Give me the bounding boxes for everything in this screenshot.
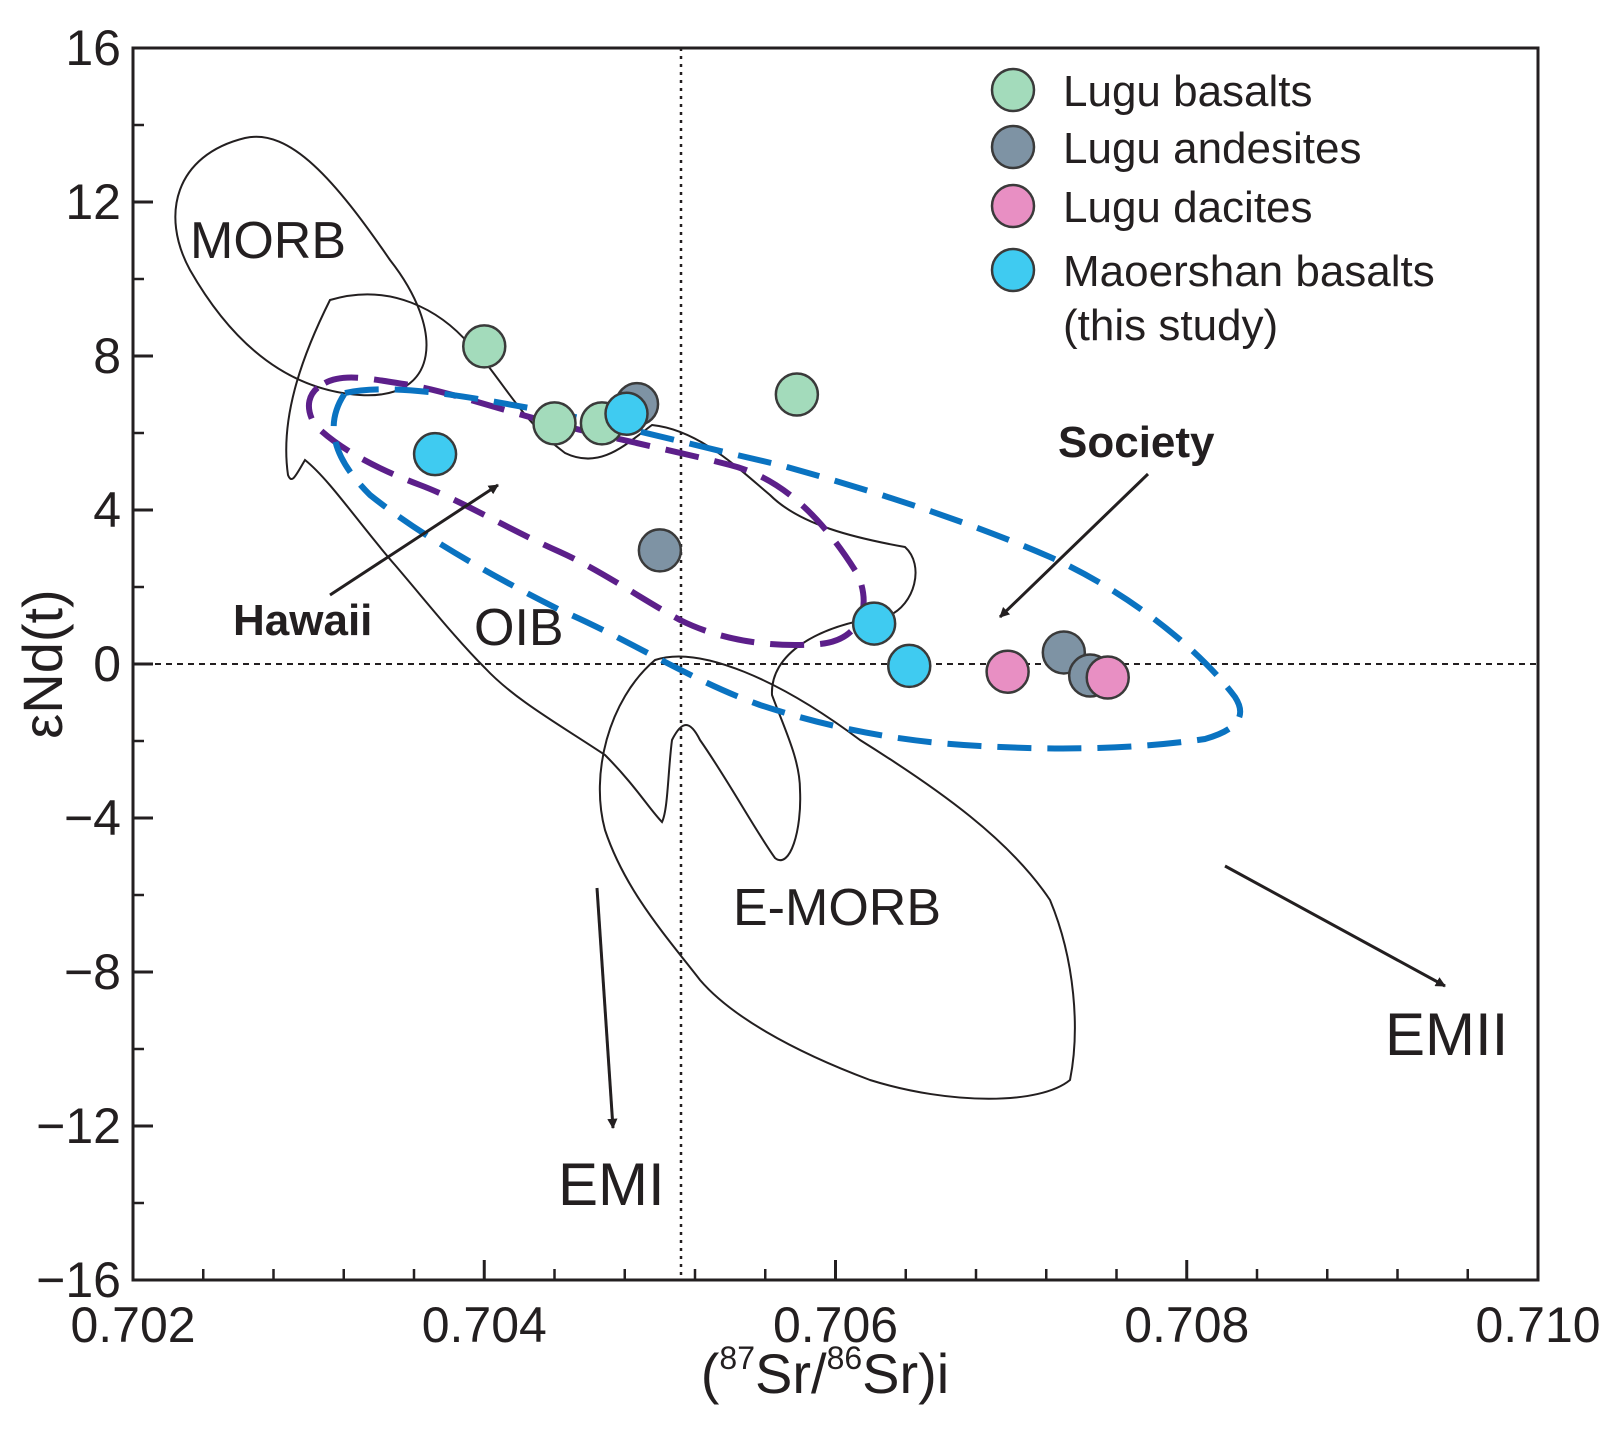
emi-arrow [595, 887, 618, 1130]
y-tick-label: 4 [93, 482, 121, 538]
legend-marker-lugu-andesites [990, 124, 1036, 170]
emi-label: EMI [558, 1151, 665, 1218]
hawaii-arrow [329, 483, 499, 597]
y-tick-label: −4 [64, 790, 121, 846]
y-tick-label: −16 [36, 1252, 121, 1308]
legend-label-lugu-basalts: Lugu basalts [1063, 67, 1313, 116]
x-tick-label: 0.710 [1475, 1297, 1600, 1353]
society-arrow [998, 472, 1150, 619]
point-maoershan-basalts [604, 391, 649, 436]
y-tick-label: 8 [93, 328, 121, 384]
legend-label-lugu-andesites: Lugu andesites [1063, 124, 1361, 173]
legend: Lugu basalts Lugu andesites Lugu dacites… [990, 67, 1435, 350]
oib-label: OIB [474, 599, 564, 657]
point-lugu-dacites [1085, 655, 1130, 700]
x-axis-title: (87Sr/86Sr)i [701, 1340, 950, 1405]
x-tick-label: 0.706 [773, 1297, 898, 1353]
point-lugu-basalts [532, 401, 577, 446]
point-maoershan-basalts [887, 643, 932, 689]
data-points [412, 324, 1130, 700]
legend-marker-lugu-basalts [990, 67, 1036, 113]
y-axis-title: εNd(t) [11, 589, 74, 738]
x-tick-label: 0.702 [70, 1297, 195, 1353]
emorb-field-outline [598, 655, 1076, 1100]
hawaii-field-outline [305, 374, 867, 648]
legend-label-this-study: (this study) [1063, 301, 1278, 350]
morb-field-outline [174, 135, 428, 397]
point-maoershan-basalts [412, 431, 458, 477]
point-lugu-basalts [774, 372, 820, 417]
legend-marker-maoershan-basalts [990, 247, 1036, 293]
morb-label: MORB [190, 212, 346, 270]
legend-marker-lugu-dacites [990, 183, 1036, 229]
y-tick-label: −12 [36, 1098, 121, 1154]
y-tick-label: 0 [93, 636, 121, 692]
y-tick-label: −8 [64, 944, 121, 1000]
point-lugu-basalts [462, 324, 507, 369]
point-maoershan-basalts [851, 601, 897, 646]
emii-arrow [1224, 864, 1446, 988]
point-lugu-andesites [637, 528, 683, 573]
legend-label-maoershan-basalts: Maoershan basalts [1063, 247, 1435, 296]
y-tick-label: 12 [65, 174, 121, 230]
oib-field-outline [285, 293, 917, 862]
y-tick-label: 16 [65, 20, 121, 76]
emorb-label: E-MORB [733, 879, 941, 937]
x-tick-label: 0.708 [1124, 1297, 1249, 1353]
legend-label-lugu-dacites: Lugu dacites [1063, 183, 1313, 232]
society-field-outline [330, 386, 1244, 752]
axis-ticks: 0.702 0.704 0.706 0.708 0.710 16 12 8 4 0 −4 −8 −12 −… [36, 20, 1600, 1353]
society-label: Society [1058, 418, 1215, 467]
emii-label: EMII [1385, 1001, 1508, 1068]
hawaii-label: Hawaii [233, 596, 372, 645]
x-tick-label: 0.704 [422, 1297, 547, 1353]
point-lugu-dacites [985, 649, 1030, 694]
